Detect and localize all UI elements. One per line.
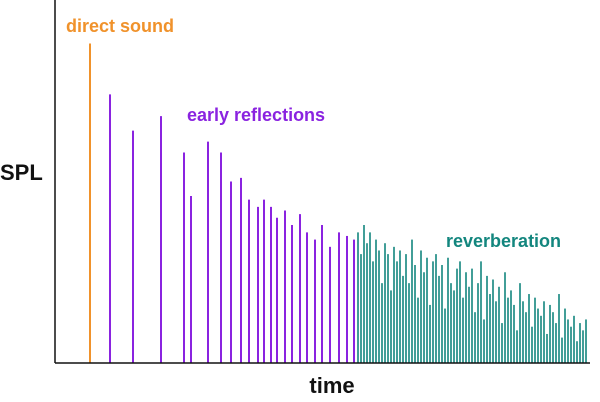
x-axis-label: time: [309, 373, 354, 398]
y-axis-label: SPL: [0, 160, 43, 185]
annotation-reverberation: reverberation: [446, 231, 561, 251]
annotation-early-reflections: early reflections: [187, 105, 325, 125]
annotation-direct-sound: direct sound: [66, 16, 174, 36]
bars-group: [89, 43, 587, 363]
